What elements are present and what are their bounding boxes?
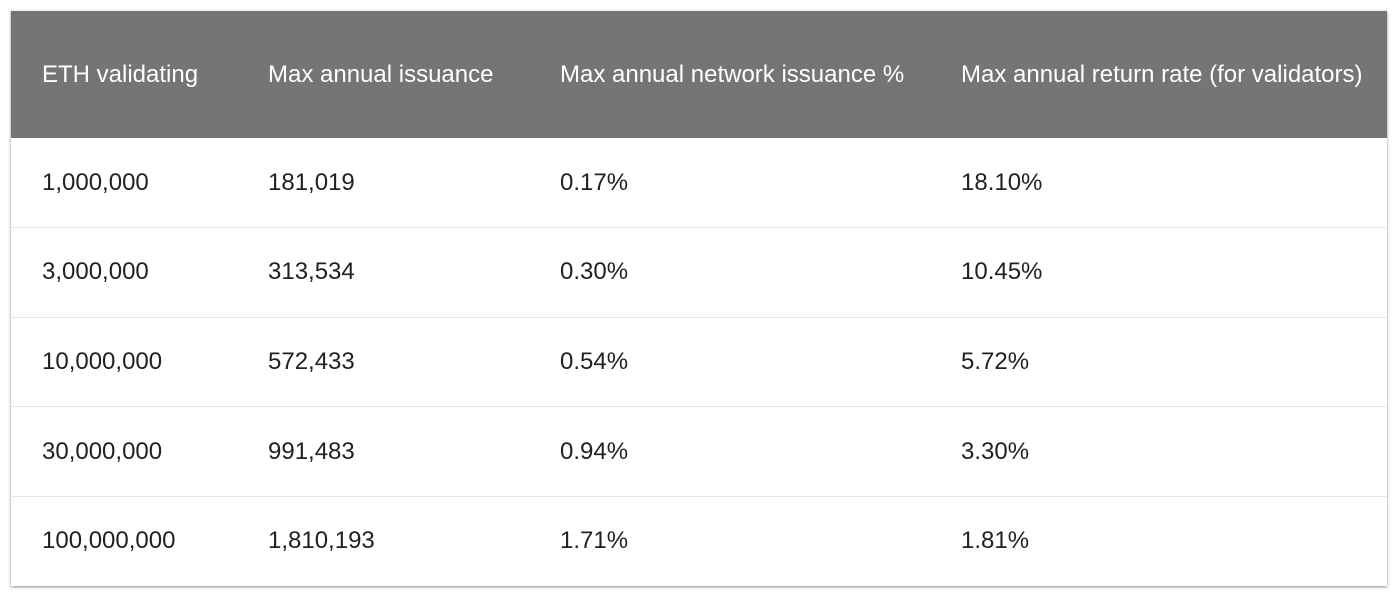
cell-max-annual-issuance: 181,019	[268, 168, 355, 196]
cell-network-issuance-percent: 0.94%	[560, 437, 629, 465]
cell-eth-validating: 30,000,000	[42, 437, 163, 465]
table-body: 1,000,000 181,019 0.17% 18.10% 3,000,000…	[11, 138, 1387, 586]
cell-return-rate: 1.81%	[961, 527, 1030, 555]
table-row: 1,000,000 181,019 0.17% 18.10%	[11, 138, 1387, 228]
cell-return-rate: 18.10%	[961, 168, 1043, 196]
cell-eth-validating: 10,000,000	[42, 347, 163, 375]
table-row: 30,000,000 991,483 0.94% 3.30%	[11, 407, 1387, 497]
table-row: 3,000,000 313,534 0.30% 10.45%	[11, 228, 1387, 318]
cell-max-annual-issuance: 313,534	[268, 258, 355, 286]
cell-eth-validating: 1,000,000	[42, 168, 149, 196]
header-max-annual-return-rate: Max annual return rate (for validators)	[961, 60, 1363, 88]
table-row: 10,000,000 572,433 0.54% 5.72%	[11, 317, 1387, 407]
table-header: ETH validating Max annual issuance Max a…	[11, 11, 1387, 138]
cell-max-annual-issuance: 991,483	[268, 437, 355, 465]
cell-network-issuance-percent: 0.54%	[560, 347, 629, 375]
header-eth-validating: ETH validating	[42, 60, 199, 88]
cell-return-rate: 5.72%	[961, 347, 1030, 375]
header-max-annual-network-issuance: Max annual network issuance %	[560, 60, 905, 88]
cell-network-issuance-percent: 0.30%	[560, 258, 629, 286]
cell-eth-validating: 3,000,000	[42, 258, 149, 286]
cell-network-issuance-percent: 1.71%	[560, 527, 629, 555]
header-max-annual-issuance: Max annual issuance	[268, 60, 494, 88]
cell-return-rate: 3.30%	[961, 437, 1030, 465]
issuance-table: ETH validating Max annual issuance Max a…	[11, 11, 1387, 586]
cell-max-annual-issuance: 1,810,193	[268, 527, 375, 555]
table-row: 100,000,000 1,810,193 1.71% 1.81%	[11, 496, 1387, 586]
cell-max-annual-issuance: 572,433	[268, 347, 355, 375]
header-row: ETH validating Max annual issuance Max a…	[11, 11, 1387, 138]
cell-eth-validating: 100,000,000	[42, 527, 176, 555]
cell-network-issuance-percent: 0.17%	[560, 168, 629, 196]
issuance-table-card: ETH validating Max annual issuance Max a…	[11, 11, 1387, 586]
cell-return-rate: 10.45%	[961, 258, 1043, 286]
